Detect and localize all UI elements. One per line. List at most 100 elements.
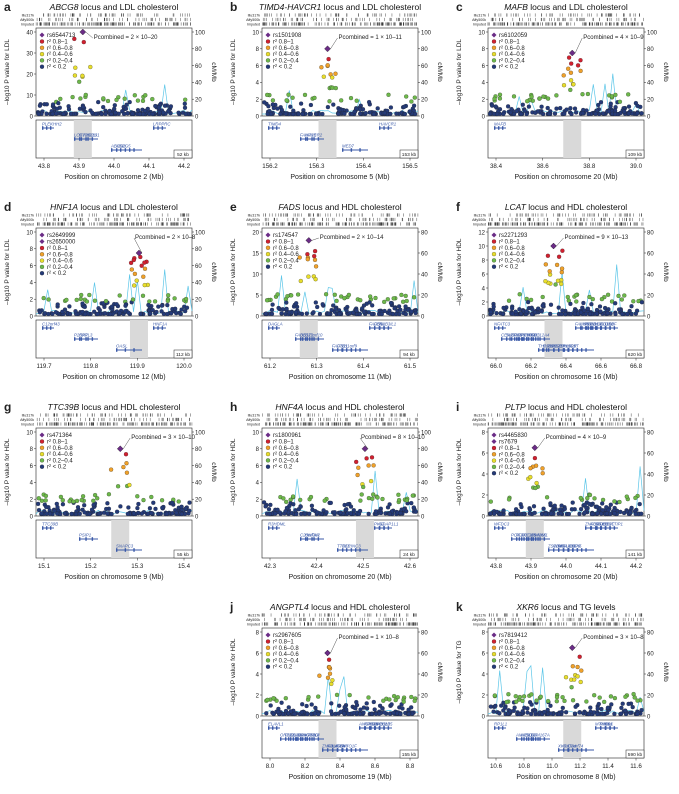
snp-point: [336, 111, 341, 117]
legend-r2-label: r² 0.4–0.6: [273, 252, 299, 258]
snp-point: [553, 282, 558, 287]
snp-point: [361, 309, 367, 314]
gene-exon: [379, 126, 381, 130]
legend-r2-label: r² < 0.2: [273, 265, 293, 271]
plot-frame: [35, 427, 193, 517]
gene-exon: [300, 137, 302, 141]
panel-letter: f: [456, 200, 461, 214]
snp-point: [539, 511, 545, 517]
snp-point: [366, 495, 372, 501]
scale-box: [399, 349, 419, 359]
snp-point: [312, 711, 318, 716]
gene-label: FEN1: [374, 322, 386, 327]
snp-point: [554, 699, 559, 704]
track-ticks: [36, 417, 190, 422]
track-ticks: [261, 622, 418, 626]
snp-point: [387, 711, 393, 716]
gene-exon: [387, 726, 390, 730]
snp-point: [568, 106, 573, 111]
legend-swatch: [39, 39, 45, 44]
snp-point: [326, 657, 332, 662]
x-tick-label: 44.0: [560, 563, 573, 570]
x-tick-label: 44.1: [595, 563, 608, 570]
snp-point: [83, 311, 88, 317]
snp-point: [296, 111, 301, 117]
y2-tick-label: 20: [421, 498, 428, 504]
snp-point: [331, 102, 336, 107]
y-tick-label: 2: [482, 98, 486, 104]
legend-r2-label: r² 0.8–1: [47, 440, 68, 446]
snp-point: [328, 709, 334, 714]
y-tick-label: 6: [256, 464, 260, 470]
scale-label: 52 kb: [177, 152, 189, 158]
snp-point: [494, 111, 500, 117]
y-tick-label: 4: [256, 81, 260, 87]
x-tick-label: 11.4: [602, 763, 614, 770]
snp-point: [283, 696, 288, 701]
snp-points: [488, 654, 644, 717]
snp-point: [294, 301, 299, 306]
x-axis-label: Position on chromosome 20 (Mb): [514, 574, 617, 581]
snp-point: [595, 511, 600, 516]
gene-highlight: [318, 120, 337, 158]
scale-label: 109 kb: [628, 152, 643, 158]
gene-label: LYPLA3: [580, 322, 596, 327]
snp-point: [556, 305, 561, 310]
y-tick-label: 8: [30, 247, 34, 253]
snp-point: [317, 311, 323, 317]
track-label: Illu317k: [474, 414, 487, 418]
gene-label: HNF1A: [153, 322, 167, 327]
pcombined-pointer: [575, 637, 583, 648]
snp-point: [541, 506, 546, 511]
y-tick-label: 4: [482, 286, 486, 292]
snp-point: [170, 500, 175, 506]
snp-point: [563, 311, 568, 317]
snp-point: [618, 711, 624, 716]
snp-point: [488, 511, 493, 516]
snp-point: [373, 711, 379, 716]
snp-point: [309, 503, 315, 508]
gene-label: DDX28: [600, 322, 614, 327]
gene-exon: [509, 337, 511, 341]
snp-point: [378, 510, 384, 516]
gene-exon: [383, 326, 385, 330]
gene-label: GATA4: [563, 744, 577, 749]
snp-point: [633, 511, 638, 517]
snp-point: [592, 496, 597, 501]
y2-tick-label: 20: [195, 498, 202, 504]
pcombined-label: Pcombined = 1 × 10–8: [339, 635, 400, 641]
snp-point: [364, 706, 370, 711]
y2-tick-label: 40: [421, 672, 428, 678]
legend-swatch: [265, 258, 271, 263]
y2-tick-label: 80: [421, 447, 428, 453]
snp-point: [306, 694, 311, 700]
gene-exon: [494, 526, 496, 530]
y-tick-label: 4: [482, 81, 486, 87]
panel-letter: i: [456, 400, 459, 414]
snp-point: [529, 94, 534, 99]
snp-point: [353, 706, 358, 711]
snp-points: [37, 254, 190, 317]
snp-point: [629, 505, 634, 511]
snp-point: [292, 711, 297, 717]
snp-point: [88, 64, 93, 70]
x-axis-label: Position on chromosome 8 (Mb): [516, 774, 615, 781]
y2-tick-label: 40: [195, 81, 202, 87]
scale-box: [399, 549, 419, 559]
gene-label: PLTP: [516, 533, 527, 538]
snp-point: [580, 111, 585, 116]
y2-tick-label: 80: [195, 247, 202, 253]
snp-point: [609, 702, 614, 707]
gene-exon: [374, 526, 376, 530]
track-label: Affy500k: [246, 618, 260, 622]
snp-point: [398, 307, 403, 313]
snp-point: [371, 463, 376, 468]
gene-label: LRPPRC: [153, 122, 171, 127]
y-tick-label: 0: [482, 114, 486, 120]
legend-r2-label: r² 0.8–1: [499, 640, 520, 646]
legend-r2-label: r² 0.8–1: [273, 440, 294, 446]
snp-point: [60, 498, 65, 503]
panel-letter: d: [4, 200, 11, 214]
snp-point: [568, 311, 574, 317]
